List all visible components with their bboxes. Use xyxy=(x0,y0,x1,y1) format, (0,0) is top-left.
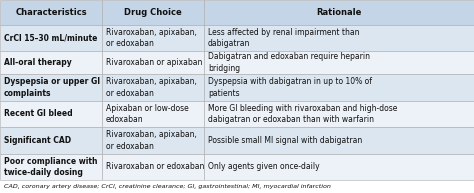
Text: Rivaroxaban, apixaban,
or edoxaban: Rivaroxaban, apixaban, or edoxaban xyxy=(106,28,197,48)
Text: CAD, coronary artery disease; CrCl, creatinine clearance; GI, gastrointestinal; : CAD, coronary artery disease; CrCl, crea… xyxy=(4,184,331,189)
Text: Possible small MI signal with dabigatran: Possible small MI signal with dabigatran xyxy=(208,136,362,145)
Text: Less affected by renal impairment than
dabigatran: Less affected by renal impairment than d… xyxy=(208,28,359,48)
Bar xyxy=(204,127,474,154)
Bar xyxy=(0,25,102,51)
Text: CrCl 15–30 mL/minute: CrCl 15–30 mL/minute xyxy=(4,33,97,42)
Bar xyxy=(0,51,102,74)
Bar xyxy=(102,25,204,51)
Text: All-oral therapy: All-oral therapy xyxy=(4,58,72,67)
Bar xyxy=(204,0,474,25)
Text: Characteristics: Characteristics xyxy=(15,8,87,17)
Bar xyxy=(0,180,474,193)
Text: Rivaroxaban or edoxaban: Rivaroxaban or edoxaban xyxy=(106,162,204,171)
Text: Dyspepsia with dabigatran in up to 10% of
patients: Dyspepsia with dabigatran in up to 10% o… xyxy=(208,77,372,98)
Bar xyxy=(0,0,102,25)
Text: Rivaroxaban, apixaban,
or edoxaban: Rivaroxaban, apixaban, or edoxaban xyxy=(106,77,197,98)
Text: Only agents given once-daily: Only agents given once-daily xyxy=(208,162,319,171)
Text: Rivaroxaban, apixaban,
or edoxaban: Rivaroxaban, apixaban, or edoxaban xyxy=(106,130,197,151)
Bar xyxy=(204,51,474,74)
Bar xyxy=(102,74,204,101)
Bar xyxy=(102,154,204,180)
Bar xyxy=(0,154,102,180)
Text: Rivaroxaban or apixaban: Rivaroxaban or apixaban xyxy=(106,58,202,67)
Bar xyxy=(0,74,102,101)
Bar xyxy=(102,0,204,25)
Text: Dabigatran and edoxaban require heparin
bridging: Dabigatran and edoxaban require heparin … xyxy=(208,52,370,73)
Bar xyxy=(102,51,204,74)
Bar xyxy=(204,101,474,127)
Text: Recent GI bleed: Recent GI bleed xyxy=(4,109,73,119)
Bar xyxy=(204,154,474,180)
Bar xyxy=(0,101,102,127)
Text: Significant CAD: Significant CAD xyxy=(4,136,71,145)
Text: Poor compliance with
twice-daily dosing: Poor compliance with twice-daily dosing xyxy=(4,157,98,177)
Bar xyxy=(102,101,204,127)
Bar xyxy=(204,74,474,101)
Text: Drug Choice: Drug Choice xyxy=(124,8,182,17)
Text: More GI bleeding with rivaroxaban and high-dose
dabigatran or edoxaban than with: More GI bleeding with rivaroxaban and hi… xyxy=(208,104,397,124)
Text: Dyspepsia or upper GI
complaints: Dyspepsia or upper GI complaints xyxy=(4,77,100,98)
Bar xyxy=(102,127,204,154)
Text: Apixaban or low-dose
edoxaban: Apixaban or low-dose edoxaban xyxy=(106,104,189,124)
Text: Rationale: Rationale xyxy=(316,8,362,17)
Bar xyxy=(0,127,102,154)
Bar xyxy=(204,25,474,51)
